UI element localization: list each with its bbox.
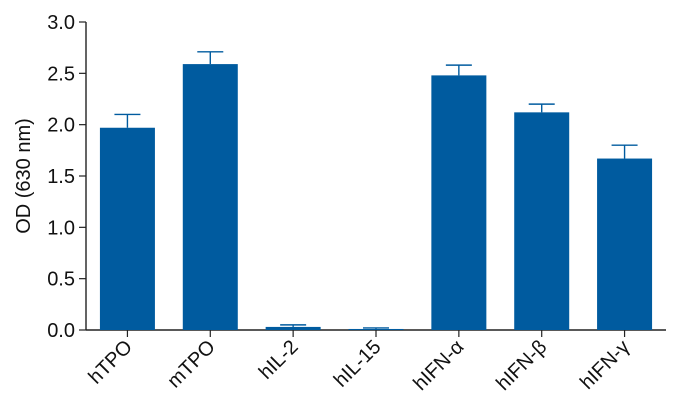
x-tick-label: mTPO [163, 336, 219, 392]
bar [265, 326, 321, 330]
y-tick-label: 0.0 [47, 320, 75, 342]
x-tick-label: hIFN-β [492, 336, 551, 395]
y-tick-label: 2.5 [47, 63, 75, 85]
x-tick-label: hTPO [84, 336, 137, 389]
y-tick-label: 1.0 [47, 217, 75, 239]
x-tick-label: hIFN-γ [576, 336, 634, 394]
bar [514, 112, 570, 330]
bar [597, 158, 653, 330]
x-tick-label: hIL-2 [255, 336, 303, 384]
bar-series [99, 51, 653, 331]
x-tick-label: hIFN-α [409, 336, 468, 395]
y-tick-label: 2.0 [47, 115, 75, 137]
x-tick-label: hIL-15 [330, 336, 386, 392]
x-axis [86, 329, 666, 337]
y-axis-title: OD (630 nm) [13, 118, 35, 234]
bar [182, 64, 238, 331]
y-tick-label: 0.5 [47, 269, 75, 291]
bar [99, 127, 155, 330]
x-tick-labels: hTPO mTPO hIL-2 hIL-15 hIFN-α hIFN-β hIFN-γ [84, 336, 634, 395]
bar [348, 328, 404, 330]
y-axis: 0.0 0.5 1.0 1.5 2.0 2.5 3.0 [47, 12, 87, 342]
bar [431, 75, 487, 331]
y-tick-label: 1.5 [47, 166, 75, 188]
y-tick-label: 3.0 [47, 12, 75, 34]
